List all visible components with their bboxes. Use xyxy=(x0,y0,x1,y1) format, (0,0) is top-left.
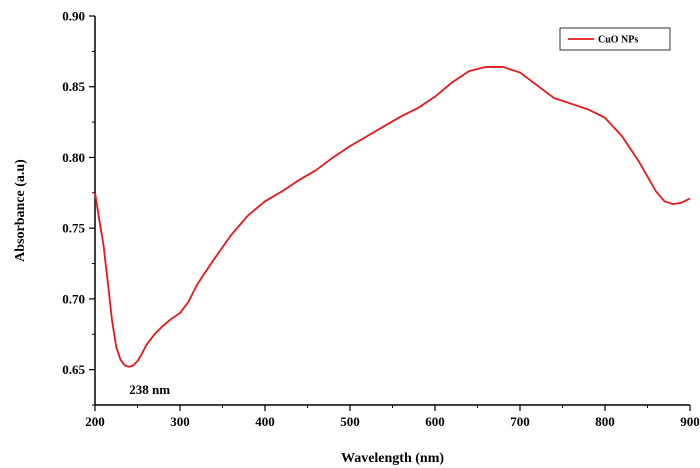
x-tick-label: 300 xyxy=(170,414,190,429)
legend-label: CuO NPs xyxy=(598,35,638,46)
series-line-cuo-nps xyxy=(94,66,691,368)
y-tick-label: 0.75 xyxy=(62,221,85,236)
x-tick-label: 600 xyxy=(425,414,445,429)
x-tick-label: 700 xyxy=(510,414,530,429)
x-tick-label: 200 xyxy=(85,414,105,429)
x-tick-label: 400 xyxy=(255,414,275,429)
x-tick-label: 500 xyxy=(340,414,360,429)
y-tick-label: 0.70 xyxy=(62,291,85,306)
x-tick-label: 900 xyxy=(680,414,700,429)
y-tick-label: 0.85 xyxy=(62,79,85,94)
legend-box xyxy=(559,27,671,51)
legend: CuO NPs xyxy=(559,27,671,51)
y-tick-label: 0.90 xyxy=(62,9,85,24)
annotations: 238 nm xyxy=(129,382,170,397)
x-axis-label: Wavelength (nm) xyxy=(341,451,444,466)
axes xyxy=(94,16,690,406)
ticks: 200 300 400 500 600 700 800 900 0.65 0.70 0.75 0.80… xyxy=(62,9,700,430)
y-tick-label: 0.80 xyxy=(62,150,85,165)
y-tick-label: 0.65 xyxy=(62,362,85,377)
y-axis-label: Absorbance (a.u) xyxy=(13,159,28,262)
annotation-label: 238 nm xyxy=(129,382,170,397)
x-tick-label: 800 xyxy=(595,414,615,429)
series-group xyxy=(94,66,691,368)
